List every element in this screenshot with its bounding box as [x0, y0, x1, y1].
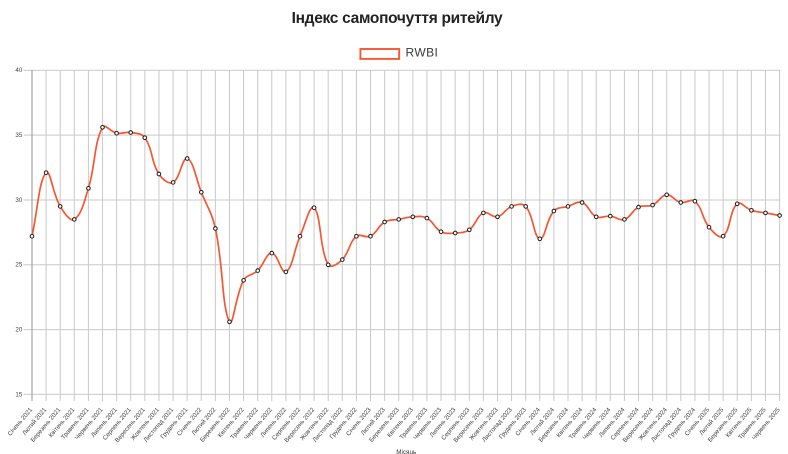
- svg-text:20: 20: [15, 327, 22, 334]
- svg-text:Місяць: Місяць: [396, 448, 417, 454]
- svg-text:RWBI: RWBI: [406, 46, 439, 60]
- svg-text:35: 35: [15, 132, 22, 139]
- svg-text:15: 15: [15, 391, 22, 398]
- svg-text:Індекс самопочуття ритейлу: Індекс самопочуття ритейлу: [292, 10, 503, 27]
- svg-text:25: 25: [15, 262, 22, 269]
- svg-text:30: 30: [15, 197, 22, 204]
- svg-text:40: 40: [15, 67, 22, 74]
